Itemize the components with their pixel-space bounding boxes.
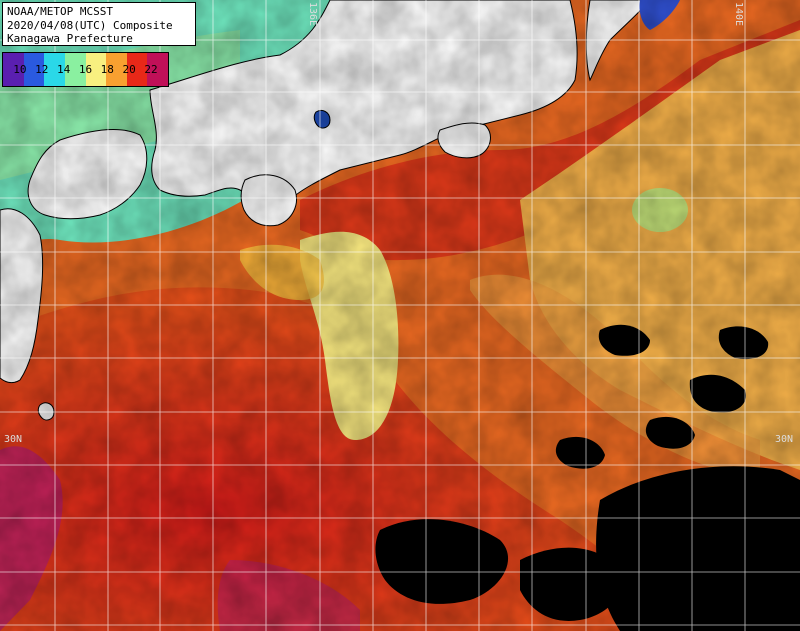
title-line-3: Kanagawa Prefecture bbox=[7, 32, 133, 45]
color-legend: 10 12 14 16 18 20 22 bbox=[2, 52, 169, 87]
legend-swatch bbox=[23, 53, 45, 86]
legend-swatch bbox=[3, 53, 24, 86]
legend-tick: 10 bbox=[13, 63, 27, 76]
lon-label-2: 140E bbox=[733, 2, 744, 27]
lat-label-right: 30N bbox=[775, 434, 794, 445]
legend-color-bar bbox=[3, 53, 168, 86]
legend-tick: 22 bbox=[144, 63, 158, 76]
legend-swatch bbox=[126, 53, 148, 86]
title-line-2: 2020/04/08(UTC) Composite bbox=[7, 18, 173, 32]
legend-tick: 14 bbox=[56, 63, 71, 76]
legend-swatch bbox=[64, 53, 86, 86]
lon-label-1: 136E bbox=[307, 2, 318, 27]
legend-swatch bbox=[44, 53, 65, 86]
legend-tick: 18 bbox=[100, 63, 114, 76]
title-box: NOAA/METOP MCSST 2020/04/08(UTC) Composi… bbox=[2, 2, 196, 46]
lat-label-left: 30N bbox=[4, 434, 23, 445]
title-line-1: NOAA/METOP MCSST bbox=[7, 5, 113, 18]
legend-tick: 20 bbox=[122, 63, 136, 76]
legend-tick-labels: 10 12 14 16 18 20 22 bbox=[3, 53, 168, 86]
legend-tick: 12 bbox=[35, 63, 49, 76]
legend-swatch bbox=[147, 53, 168, 86]
legend-swatch bbox=[106, 53, 127, 86]
legend-swatch bbox=[85, 53, 107, 86]
legend-tick: 16 bbox=[78, 63, 93, 76]
